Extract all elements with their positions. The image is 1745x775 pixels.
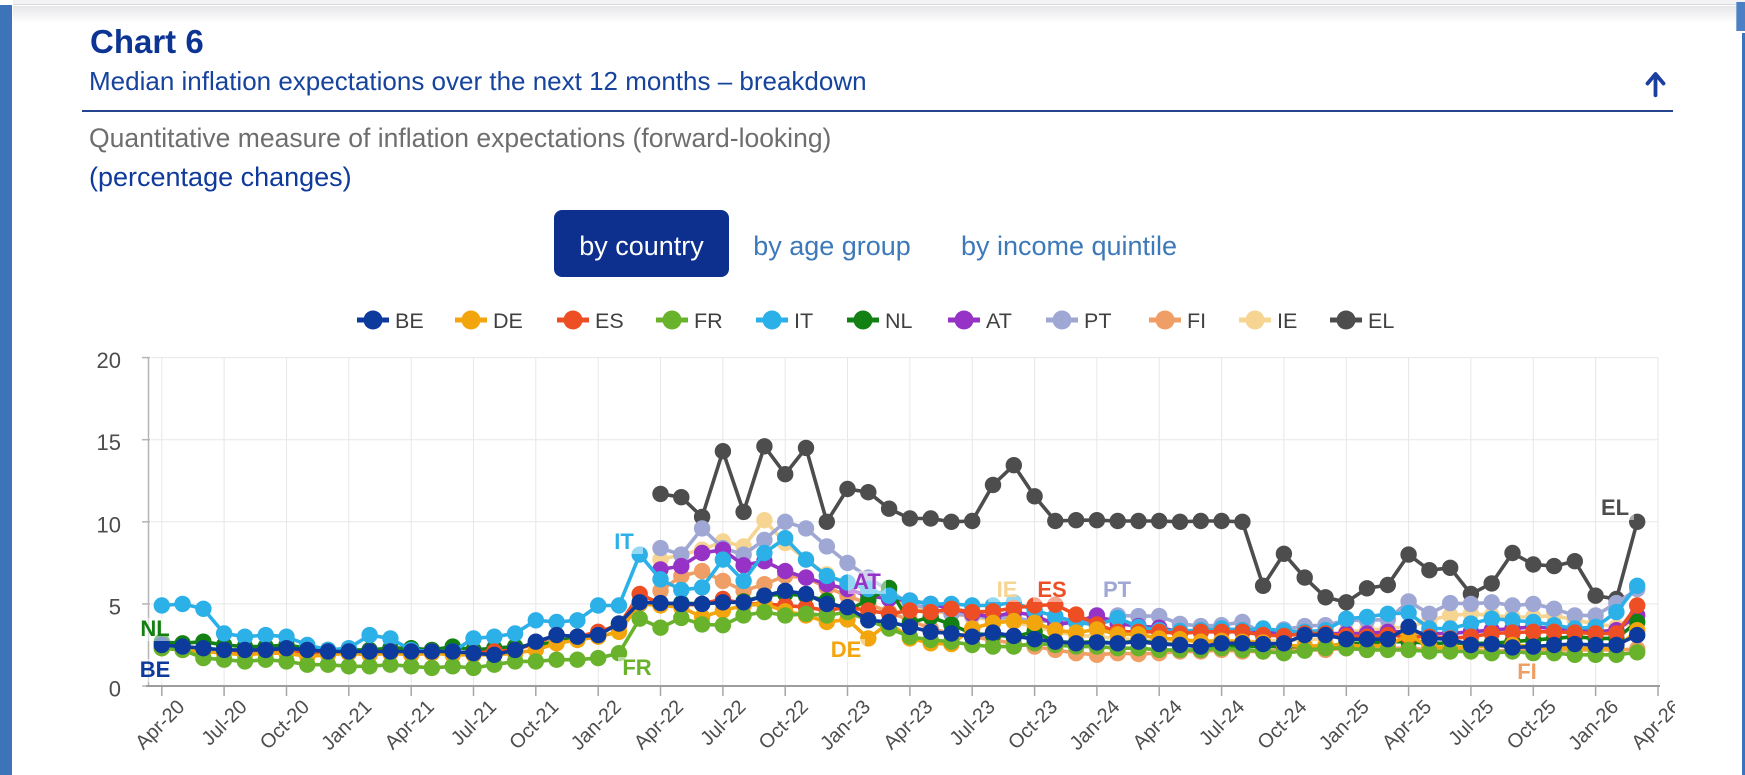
svg-text:Jul-20: Jul-20 [198,696,252,750]
svg-text:EL: EL [1368,309,1394,333]
svg-text:Oct-24: Oct-24 [1253,696,1311,754]
svg-text:FR: FR [622,655,651,680]
svg-text:15: 15 [97,430,121,455]
svg-text:EL: EL [1601,495,1629,520]
svg-text:PT: PT [1103,577,1132,602]
svg-text:NL: NL [140,616,169,641]
svg-text:BE: BE [140,657,171,682]
svg-text:Jul-25: Jul-25 [1444,696,1498,750]
svg-text:Apr-23: Apr-23 [879,696,937,754]
svg-text:PT: PT [1084,309,1111,333]
svg-text:10: 10 [97,512,121,537]
svg-text:Oct-25: Oct-25 [1503,696,1561,754]
svg-text:Jan-26: Jan-26 [1564,696,1623,755]
svg-text:Jan-24: Jan-24 [1066,696,1125,755]
svg-text:AT: AT [986,309,1012,333]
svg-text:Oct-23: Oct-23 [1004,696,1062,754]
svg-text:20: 20 [97,348,121,373]
svg-text:Apr-24: Apr-24 [1129,696,1187,754]
svg-text:Oct-22: Oct-22 [755,696,813,754]
svg-text:IE: IE [997,577,1018,602]
svg-text:DE: DE [493,309,523,333]
svg-text:Jan-22: Jan-22 [567,696,626,755]
svg-text:IE: IE [1277,309,1297,333]
svg-text:FI: FI [1187,309,1206,333]
svg-text:ES: ES [595,309,624,333]
svg-text:ES: ES [1037,577,1066,602]
svg-text:5: 5 [109,594,121,619]
svg-text:DE: DE [831,637,862,662]
svg-text:FI: FI [1517,659,1537,684]
svg-text:Oct-21: Oct-21 [505,696,563,754]
svg-text:Oct-20: Oct-20 [256,696,314,754]
svg-text:IT: IT [794,309,813,333]
svg-text:BE: BE [395,309,424,333]
svg-text:Jan-25: Jan-25 [1315,696,1374,755]
svg-text:Apr-22: Apr-22 [630,696,688,754]
svg-text:Jul-24: Jul-24 [1195,696,1249,750]
svg-text:Jul-22: Jul-22 [696,696,750,750]
svg-text:Jan-23: Jan-23 [816,696,875,755]
svg-text:Apr-21: Apr-21 [381,696,439,754]
svg-text:Jul-23: Jul-23 [946,696,1000,750]
svg-text:IT: IT [614,529,634,554]
svg-text:FR: FR [694,309,723,333]
svg-text:0: 0 [109,677,121,702]
svg-text:AT: AT [853,569,881,594]
svg-text:Apr-25: Apr-25 [1378,696,1436,754]
svg-text:Apr-20: Apr-20 [131,696,189,754]
svg-text:NL: NL [885,309,913,333]
svg-text:Jul-21: Jul-21 [447,696,501,750]
svg-text:Jan-21: Jan-21 [318,696,377,755]
